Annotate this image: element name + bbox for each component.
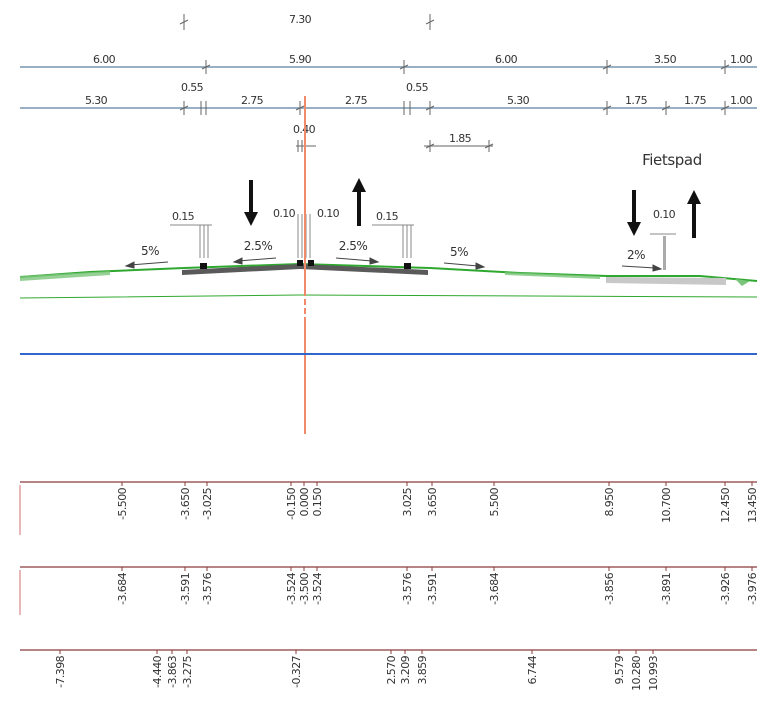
slope-label-right-verge: 5%	[450, 245, 468, 259]
offsets-value: 3.025	[401, 487, 414, 516]
data-band-lines	[19, 481, 757, 651]
arrow-up-icon	[352, 178, 366, 226]
offsets-value: 13.450	[746, 487, 757, 522]
arrow-up-icon	[687, 190, 701, 238]
arrow-down-icon	[244, 180, 258, 226]
verge-right	[505, 272, 600, 279]
offsets-value: 3.650	[426, 487, 439, 516]
curb-center-right	[308, 260, 314, 266]
slope-label-left-verge: 5%	[141, 244, 159, 258]
dim-row2-a: 5.30	[85, 94, 108, 107]
dim-row2-g: 1.75	[625, 94, 648, 107]
ground-surface-line	[19, 262, 757, 282]
cross-section	[19, 96, 757, 434]
dim-row1-c: 6.00	[495, 53, 518, 66]
dim-row2-d: 2.75	[345, 94, 368, 107]
dim-row3-b: 1.85	[449, 132, 472, 145]
dim-row1-a: 6.00	[93, 53, 116, 66]
levels-value: -3.576	[401, 572, 414, 604]
dimension-row-1: 6.00 5.90 6.00 3.50 1.00	[20, 53, 757, 74]
fietspad-label: Fietspad	[642, 151, 702, 169]
dim-row2-e: 0.55	[406, 81, 429, 94]
dim-row1-d: 3.50	[654, 53, 677, 66]
band-levels: -3.684 -3.591 -3.576 -3.524 -3.500 -3.524 -3.5…	[116, 567, 757, 605]
bike-path-curb-post	[663, 236, 666, 270]
ground-lower-line	[19, 294, 757, 299]
offsets-value: -5.500	[116, 487, 129, 519]
curb-right	[404, 263, 411, 269]
terrain-value: -4.440	[151, 655, 164, 687]
terrain-value: 9.579	[613, 655, 626, 684]
terrain-value: 3.859	[416, 655, 429, 684]
terrain-value: 10.280	[630, 655, 643, 690]
levels-value: -3.856	[603, 572, 616, 604]
bike-path-curb-height: 0.10	[653, 208, 676, 221]
levels-value: -3.524	[285, 572, 298, 604]
terrain-value: 2.570	[385, 655, 398, 684]
levels-value: -3.891	[660, 573, 673, 605]
curb-height-left: 0.15	[172, 210, 195, 223]
bike-path	[606, 277, 726, 285]
terrain-value: -7.398	[54, 655, 67, 687]
center-height-left: 0.10	[273, 207, 296, 220]
dimension-row-2: 5.30 0.55 2.75 2.75 0.55 5.30 1.75 1.75 …	[20, 81, 757, 115]
slope-label-right-lane: 2.5%	[339, 239, 368, 253]
terrain-value: 10.993	[647, 655, 660, 690]
levels-value: -3.500	[298, 572, 311, 604]
offsets-value: 10.700	[660, 487, 673, 522]
slope-label-bike-path: 2%	[627, 248, 645, 262]
dimension-row-3: 0.40 1.85	[293, 123, 494, 152]
terrain-value: -3.275	[181, 655, 194, 687]
verge-far-right	[735, 279, 750, 286]
slope-label-left-lane: 2.5%	[244, 239, 273, 253]
verge-left	[20, 271, 110, 281]
offsets-value: -3.650	[179, 487, 192, 519]
levels-value: -3.684	[116, 572, 129, 604]
curb-left	[200, 263, 207, 269]
terrain-value: -3.863	[166, 655, 179, 687]
dim-row2-h: 1.75	[684, 94, 707, 107]
levels-value: -3.524	[311, 572, 324, 604]
dim-total: 7.30	[289, 13, 312, 26]
terrain-value: 6.744	[526, 655, 539, 684]
offsets-value: -0.150	[285, 487, 298, 519]
terrain-value: -0.327	[290, 655, 303, 687]
curb-height-right: 0.15	[376, 210, 399, 223]
levels-value: -3.591	[179, 573, 192, 605]
offsets-value: 5.500	[488, 487, 501, 516]
offsets-value: 0.150	[311, 487, 324, 516]
terrain-value: 3.209	[399, 655, 412, 684]
center-height-right: 0.10	[317, 207, 340, 220]
offsets-value: 12.450	[719, 487, 732, 522]
dim-row2-f: 5.30	[507, 94, 530, 107]
dim-row2-b: 0.55	[181, 81, 204, 94]
dim-row1-e: 1.00	[730, 53, 753, 66]
levels-value: -3.576	[201, 572, 214, 604]
dim-row1-b: 5.90	[289, 53, 312, 66]
levels-value: -3.591	[426, 573, 439, 605]
band-offsets: -5.500 -3.650 -3.025 -0.150 0.000 0.150 3.025 3…	[116, 482, 757, 523]
arrow-down-icon	[627, 190, 641, 236]
levels-value: -3.926	[719, 572, 732, 604]
levels-value: -3.976	[746, 572, 757, 604]
levels-value: -3.684	[488, 572, 501, 604]
dimension-top: 7.30	[179, 13, 435, 30]
dim-row2-i: 1.00	[730, 94, 753, 107]
offsets-value: 0.000	[298, 487, 311, 516]
curb-center-left	[297, 260, 303, 266]
band-terrain: -7.398 -4.440 -3.863 -3.275 -0.327 2.570 3.209…	[54, 650, 660, 691]
offsets-value: -3.025	[201, 487, 214, 519]
offsets-value: 8.950	[603, 487, 616, 516]
slope-annotations	[124, 257, 663, 272]
dim-row2-c: 2.75	[241, 94, 264, 107]
